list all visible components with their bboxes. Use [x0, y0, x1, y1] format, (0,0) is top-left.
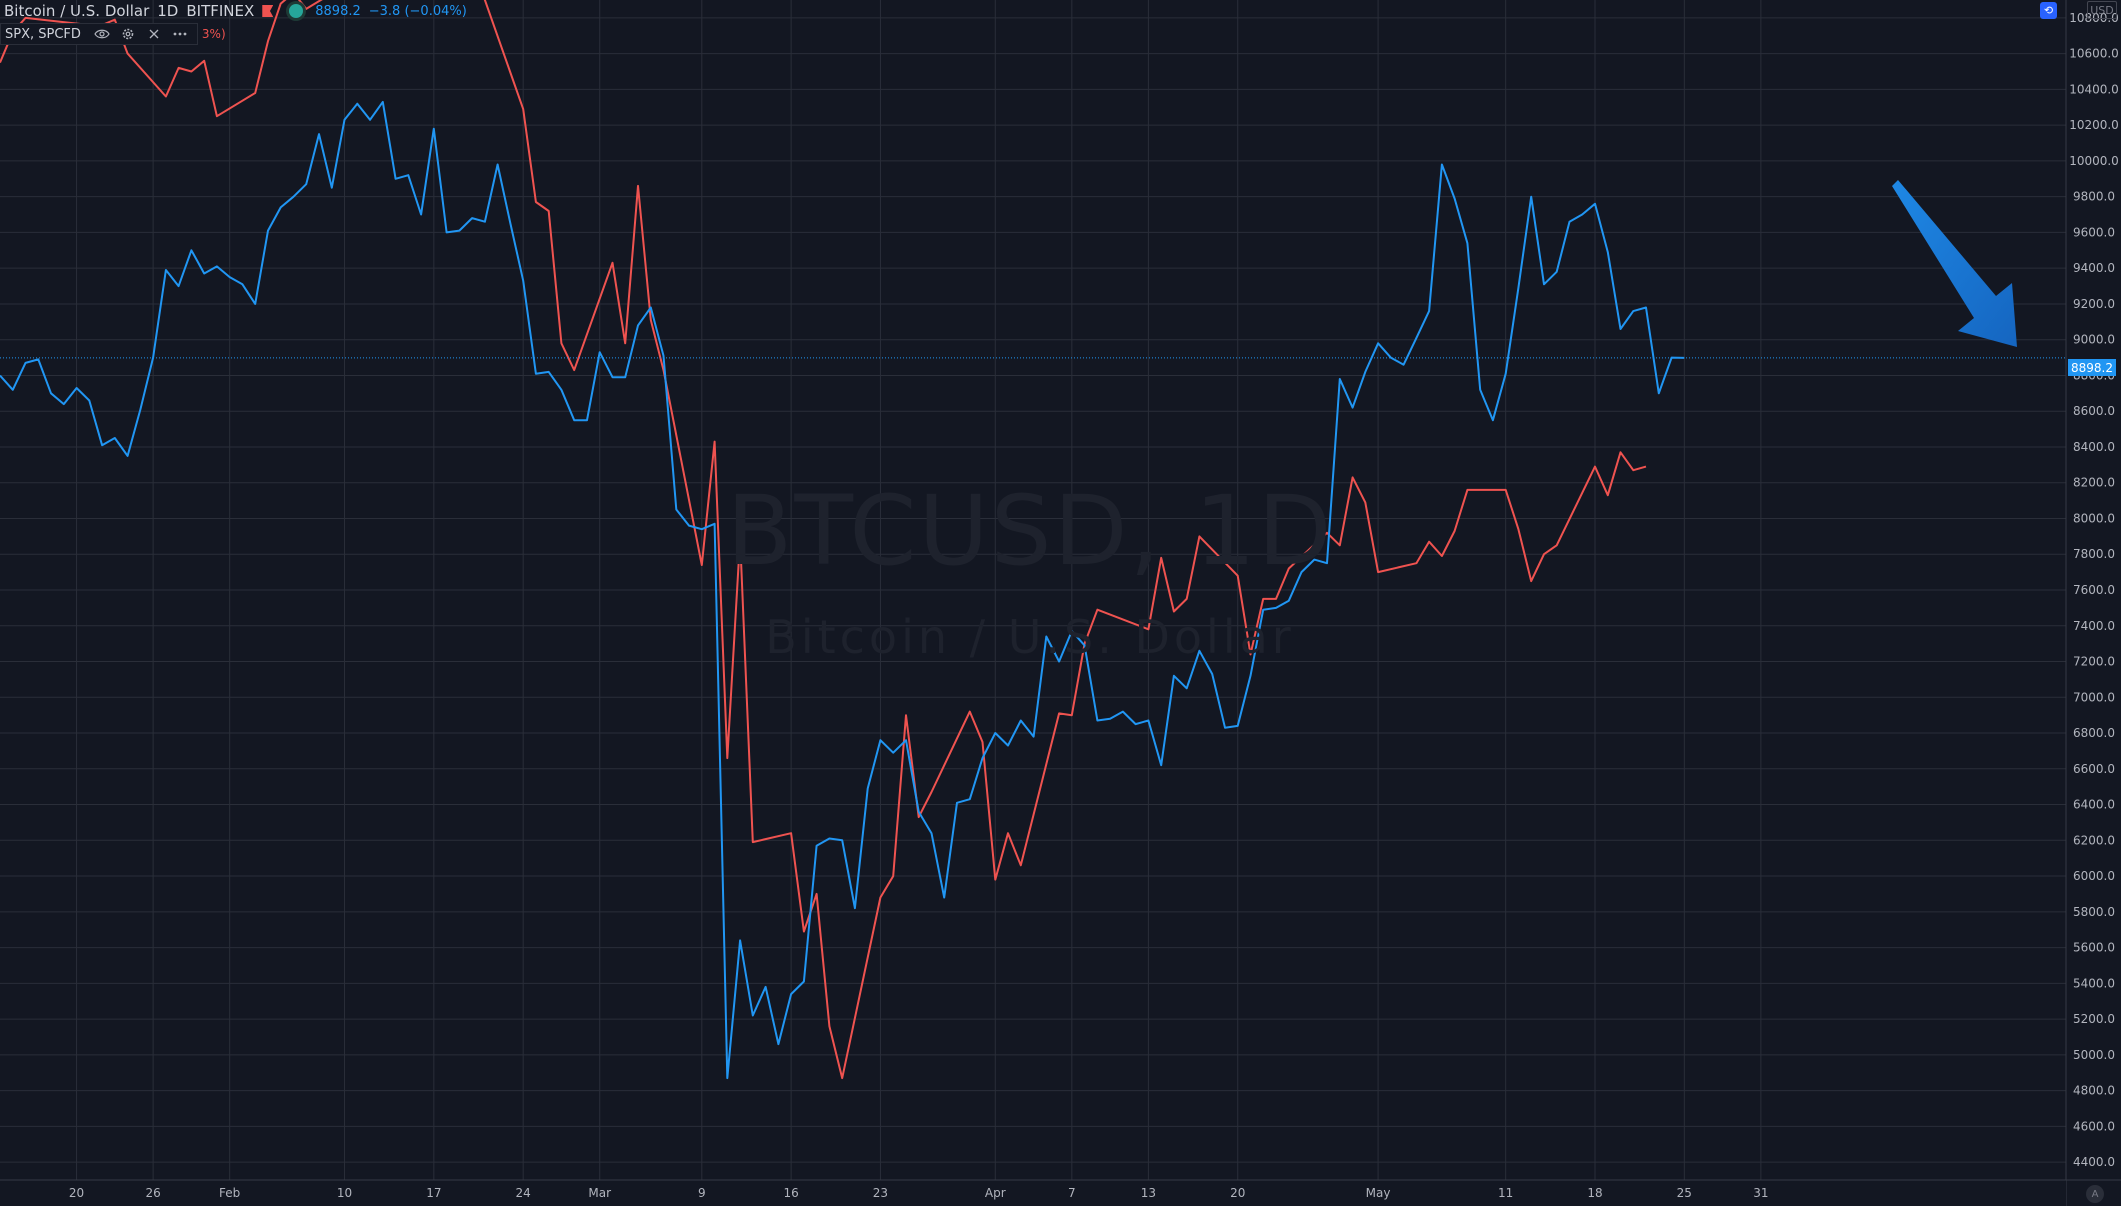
y-tick-label: 6600.0	[2073, 762, 2115, 776]
price-change: −3.8 (−0.04%)	[368, 3, 467, 19]
down-arrow-annotation[interactable]	[1892, 180, 2017, 347]
price-axis-background	[2066, 0, 2121, 1206]
time-axis-ticks[interactable]: 20 26 Feb 10 17 24 Mar 9 16 23 Apr 7 13 20 May 11 18 25 31	[69, 1186, 1769, 1200]
settings-gear-icon[interactable]	[118, 25, 138, 43]
time-axis-background	[0, 1180, 2066, 1206]
watermark-symbol: BTCUSD, 1D	[726, 475, 1334, 587]
close-icon[interactable]	[144, 25, 164, 43]
y-tick-label: 7800.0	[2073, 547, 2115, 561]
y-tick-label: 10600.0	[2069, 47, 2119, 61]
x-tick-label: Mar	[588, 1186, 611, 1200]
x-tick-label: 10	[337, 1186, 352, 1200]
y-tick-label: 10200.0	[2069, 118, 2119, 132]
y-tick-label: 10000.0	[2069, 154, 2119, 168]
y-tick-label: 5800.0	[2073, 905, 2115, 919]
horizontal-gridlines	[0, 17, 2066, 1163]
y-tick-label: 4600.0	[2073, 1119, 2115, 1133]
series-layer	[0, 0, 1685, 1080]
y-tick-label: 4800.0	[2073, 1084, 2115, 1098]
spx-series-line	[0, 0, 1647, 1080]
y-tick-label: 9200.0	[2073, 297, 2115, 311]
price-axis-ticks[interactable]: 4400.0 4600.0 4800.0 5000.0 5200.0 5400.0 5600…	[2069, 11, 2119, 1169]
watermark-name: Bitcoin / U.S. Dollar	[765, 610, 1295, 664]
current-price-label: 8898.2	[2068, 359, 2116, 376]
y-tick-label: 6800.0	[2073, 726, 2115, 740]
y-tick-label: 5000.0	[2073, 1048, 2115, 1062]
y-tick-label: 10400.0	[2069, 82, 2119, 96]
x-tick-label: 7	[1068, 1186, 1076, 1200]
symbol-title[interactable]: Bitcoin / U.S. Dollar	[4, 2, 150, 20]
currency-button[interactable]: USD	[2087, 1, 2117, 19]
x-tick-label: 18	[1587, 1186, 1602, 1200]
y-tick-label: 8200.0	[2073, 476, 2115, 490]
flag-icon[interactable]	[262, 5, 274, 17]
y-tick-label: 5200.0	[2073, 1012, 2115, 1026]
y-tick-label: 9800.0	[2073, 190, 2115, 204]
last-price: 8898.2	[315, 3, 361, 19]
exchange-label: BITFINEX	[186, 2, 255, 20]
compare-change-fragment: 3%)	[201, 27, 226, 41]
y-tick-label: 6200.0	[2073, 833, 2115, 847]
y-tick-label: 5400.0	[2073, 976, 2115, 990]
x-tick-label: 16	[783, 1186, 798, 1200]
market-status-icon[interactable]	[289, 4, 304, 18]
eye-icon[interactable]	[92, 25, 112, 43]
interval-label[interactable]: 1D	[157, 2, 179, 20]
y-tick-label: 7400.0	[2073, 619, 2115, 633]
x-tick-label: 26	[145, 1186, 160, 1200]
y-tick-label: 5600.0	[2073, 941, 2115, 955]
x-tick-label: 25	[1677, 1186, 1692, 1200]
more-dots-icon[interactable]	[170, 25, 190, 43]
y-tick-label: 6400.0	[2073, 798, 2115, 812]
x-tick-label: 23	[873, 1186, 888, 1200]
auto-scale-button[interactable]: A	[2086, 1185, 2104, 1203]
y-tick-label: 4400.0	[2073, 1155, 2115, 1169]
symbol-legend[interactable]: Bitcoin / U.S. Dollar 1D BITFINEX 8898.2…	[4, 1, 475, 21]
y-tick-label: 7600.0	[2073, 583, 2115, 597]
y-tick-label: 8400.0	[2073, 440, 2115, 454]
x-tick-label: 20	[1230, 1186, 1245, 1200]
x-tick-label: 31	[1753, 1186, 1768, 1200]
x-tick-label: 13	[1141, 1186, 1156, 1200]
btc-series-line	[0, 100, 1685, 1080]
y-tick-label: 8600.0	[2073, 404, 2115, 418]
x-tick-label: 24	[516, 1186, 531, 1200]
vertical-gridlines	[76, 0, 1762, 1180]
sync-icon[interactable]: ⟲	[2040, 2, 2057, 19]
y-tick-label: 6000.0	[2073, 869, 2115, 883]
x-tick-label: Feb	[219, 1186, 240, 1200]
y-tick-label: 9400.0	[2073, 261, 2115, 275]
y-tick-label: 7000.0	[2073, 690, 2115, 704]
y-tick-label: 9000.0	[2073, 333, 2115, 347]
y-tick-label: 8000.0	[2073, 511, 2115, 525]
x-tick-label: 17	[426, 1186, 441, 1200]
x-tick-label: 9	[698, 1186, 706, 1200]
x-tick-label: 11	[1498, 1186, 1513, 1200]
x-tick-label: 20	[69, 1186, 84, 1200]
x-tick-label: Apr	[985, 1186, 1006, 1200]
y-tick-label: 9600.0	[2073, 225, 2115, 239]
y-tick-label: 10800.0	[2069, 11, 2119, 25]
y-tick-label: 7200.0	[2073, 655, 2115, 669]
compare-legend[interactable]: SPX, SPCFD 3%)	[0, 23, 226, 45]
compare-symbol-label[interactable]: SPX, SPCFD	[5, 26, 81, 42]
x-tick-label: May	[1366, 1186, 1391, 1200]
